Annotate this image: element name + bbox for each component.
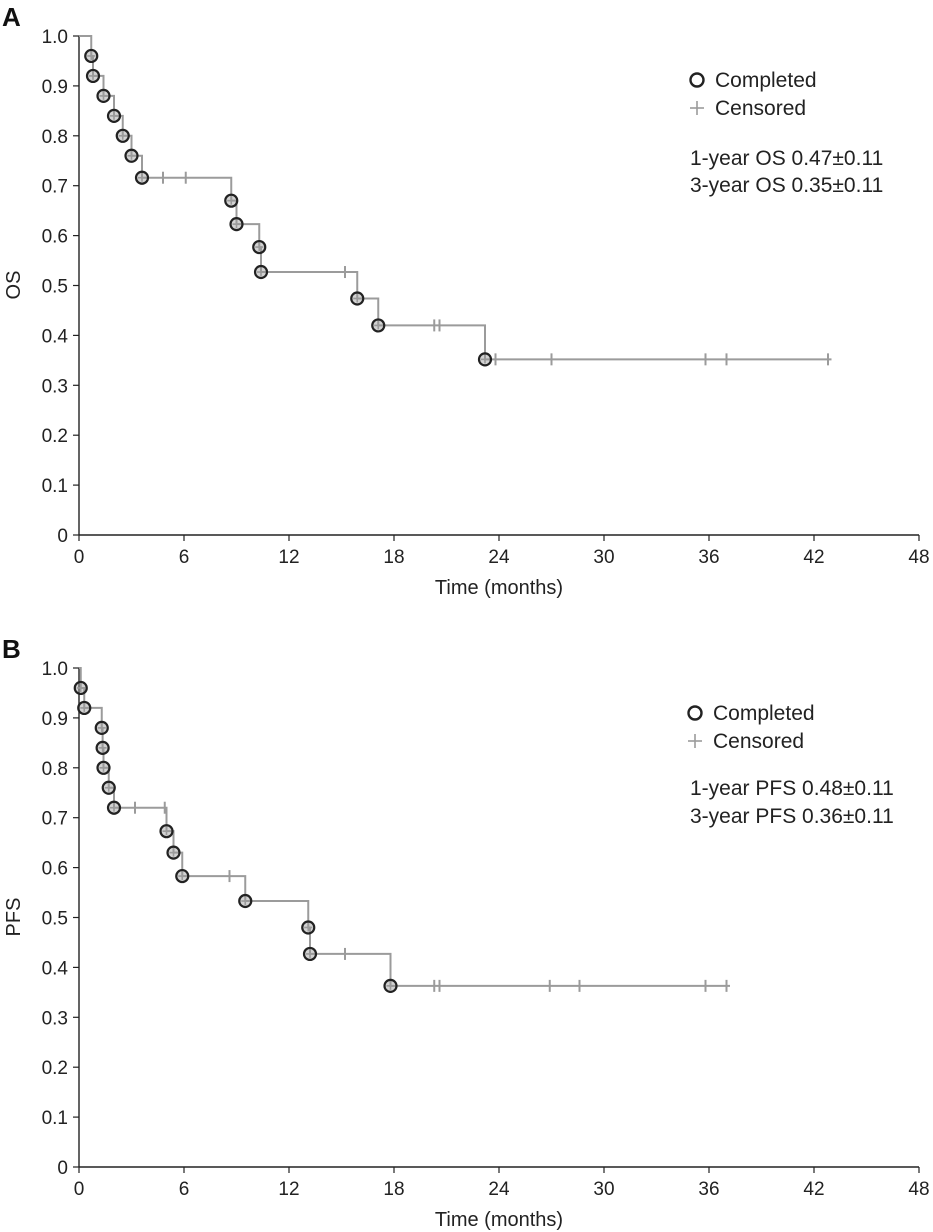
- panel-b-legend-completed: Completed: [713, 702, 815, 725]
- panel-b-stat-3-year: 3-year PFS 0.36±0.11: [690, 805, 894, 828]
- panel-b-legend-censored: Censored: [713, 730, 804, 753]
- panel-b-event-marker: [166, 845, 181, 860]
- panel-b-x-axis-title: Time (months): [435, 1209, 563, 1231]
- panel-a-event-marker: [124, 148, 139, 163]
- panel-a-event-marker: [84, 48, 99, 64]
- panel-b: B 0 6 12 18 24 30 36 42 48 0 0.1 0.2 0.3 0.4 0.5 0.6 0.7…: [2, 634, 930, 1231]
- panel-b-event-marker: [175, 868, 190, 884]
- panel-b-legend: Completed Censored 1-year PFS 0.48±0.11 …: [687, 702, 894, 828]
- panel-a-y-tick-label: 0.1: [42, 476, 68, 497]
- panel-a-x-tick-label: 0: [74, 547, 85, 568]
- panel-a-event-marker: [85, 68, 101, 84]
- panel-a-legend-censored: Censored: [715, 97, 806, 120]
- panel-b-axes: 0 6 12 18 24 30 36 42 48 0 0.1 0.2 0.3 0.4 0.5 0.6 0.7 0.…: [42, 659, 930, 1200]
- panel-a-y-tick-label: 0.2: [42, 426, 68, 447]
- panel-a-x-tick-label: 36: [698, 547, 719, 568]
- panel-b-curve-layer: [73, 667, 730, 993]
- panel-b-y-tick-label: 0.4: [42, 958, 69, 979]
- panel-a-event-marker: [477, 352, 493, 367]
- panel-b-event-marker: [238, 893, 253, 909]
- panel-b-event-marker: [101, 780, 116, 795]
- panel-a-y-tick-label: 0.5: [42, 277, 68, 298]
- panel-b-event-marker: [301, 920, 316, 935]
- panel-a-y-tick-label: 0.3: [42, 376, 68, 397]
- panel-a-y-tick-label: 0.7: [42, 177, 68, 198]
- panel-a-event-marker: [253, 264, 269, 280]
- panel-a-axes: 0 6 12 18 24 30 36 42 48 0 0.1 0.2 0.3 0.4 0.5 0.6 0.7 0.…: [42, 27, 930, 568]
- panel-b-y-tick-label: 0.6: [42, 859, 68, 880]
- panel-b-x-tick-label: 36: [698, 1179, 719, 1200]
- panel-a-x-tick-label: 42: [803, 547, 824, 568]
- panel-b-y-tick-label: 1.0: [42, 659, 68, 680]
- panel-a-curve-layer: [79, 35, 832, 367]
- panel-b-y-tick-label: 0.8: [42, 759, 68, 780]
- panel-a-x-tick-label: 12: [278, 547, 299, 568]
- panel-a-x-tick-label: 30: [593, 547, 614, 568]
- panel-a-y-axis-title: OS: [3, 271, 25, 300]
- panel-a-y-tick-label: 0.9: [42, 77, 68, 98]
- panel-b-event-marker: [302, 946, 318, 962]
- panel-a-event-marker: [252, 239, 267, 255]
- panel-a-event-marker: [106, 108, 122, 123]
- panel-b-y-tick-label: 0.7: [42, 809, 68, 830]
- panel-b-x-tick-label: 0: [74, 1179, 85, 1200]
- panel-a-letter: A: [2, 2, 21, 32]
- panel-b-x-tick-label: 30: [593, 1179, 614, 1200]
- panel-a-stat-3-year: 3-year OS 0.35±0.11: [690, 174, 883, 197]
- panel-b-y-tick-label: 0.2: [42, 1058, 68, 1079]
- panel-b-event-marker: [77, 700, 92, 716]
- panel-b-event-marker: [383, 978, 398, 993]
- panel-a: A 0 6 12 18 24 30 36 42 48 0 0.1 0.2 0.3 0.4 0.5 0.6 0.7…: [2, 2, 930, 599]
- legend-completed-icon: [687, 705, 703, 721]
- panel-a-event-marker: [350, 291, 365, 306]
- panel-b-x-tick-label: 12: [278, 1179, 299, 1200]
- panel-a-y-tick-label: 0.4: [42, 326, 69, 347]
- panel-a-stat-1-year: 1-year OS 0.47±0.11: [690, 147, 883, 170]
- panel-b-x-tick-label: 6: [179, 1179, 190, 1200]
- panel-b-x-tick-label: 24: [488, 1179, 510, 1200]
- panel-a-y-tick-label: 0: [57, 526, 68, 547]
- panel-a-y-tick-label: 1.0: [42, 27, 68, 48]
- panel-b-x-tick-label: 48: [908, 1179, 929, 1200]
- legend-completed-icon: [689, 72, 705, 88]
- panel-a-legend: Completed Censored 1-year OS 0.47±0.11 3…: [689, 69, 883, 197]
- panel-b-letter: B: [2, 634, 21, 664]
- panel-a-x-tick-label: 48: [908, 547, 929, 568]
- panel-b-x-tick-label: 42: [803, 1179, 824, 1200]
- panel-b-y-tick-label: 0: [57, 1158, 68, 1179]
- panel-a-event-marker: [224, 193, 239, 208]
- panel-a-event-marker: [115, 128, 130, 143]
- panel-b-y-tick-label: 0.1: [42, 1108, 68, 1129]
- panel-b-y-tick-label: 0.9: [42, 709, 68, 730]
- panel-a-x-tick-label: 6: [179, 547, 190, 568]
- panel-a-x-axis-title: Time (months): [435, 577, 563, 599]
- panel-b-event-marker: [159, 824, 174, 839]
- panel-a-event-marker: [371, 318, 386, 333]
- panel-b-event-marker: [95, 740, 110, 755]
- panel-a-event-marker: [96, 88, 111, 103]
- panel-b-y-tick-label: 0.3: [42, 1008, 68, 1029]
- panel-a-x-tick-label: 24: [488, 547, 510, 568]
- panel-a-event-marker: [229, 217, 244, 232]
- panel-a-y-tick-label: 0.8: [42, 127, 68, 148]
- panel-b-stat-1-year: 1-year PFS 0.48±0.11: [690, 777, 894, 800]
- panel-b-event-marker: [94, 720, 109, 735]
- panel-a-x-tick-label: 18: [383, 547, 404, 568]
- panel-b-event-marker: [73, 680, 88, 696]
- panel-b-y-axis-title: PFS: [3, 898, 25, 937]
- panel-b-survival-curve: [79, 667, 730, 987]
- panel-b-y-tick-label: 0.5: [42, 909, 68, 930]
- panel-b-event-marker: [96, 760, 111, 775]
- panel-b-event-marker: [106, 800, 122, 815]
- panel-a-legend-completed: Completed: [715, 69, 817, 92]
- panel-a-y-tick-label: 0.6: [42, 227, 68, 248]
- panel-b-x-tick-label: 18: [383, 1179, 404, 1200]
- panel-a-event-marker: [134, 170, 150, 185]
